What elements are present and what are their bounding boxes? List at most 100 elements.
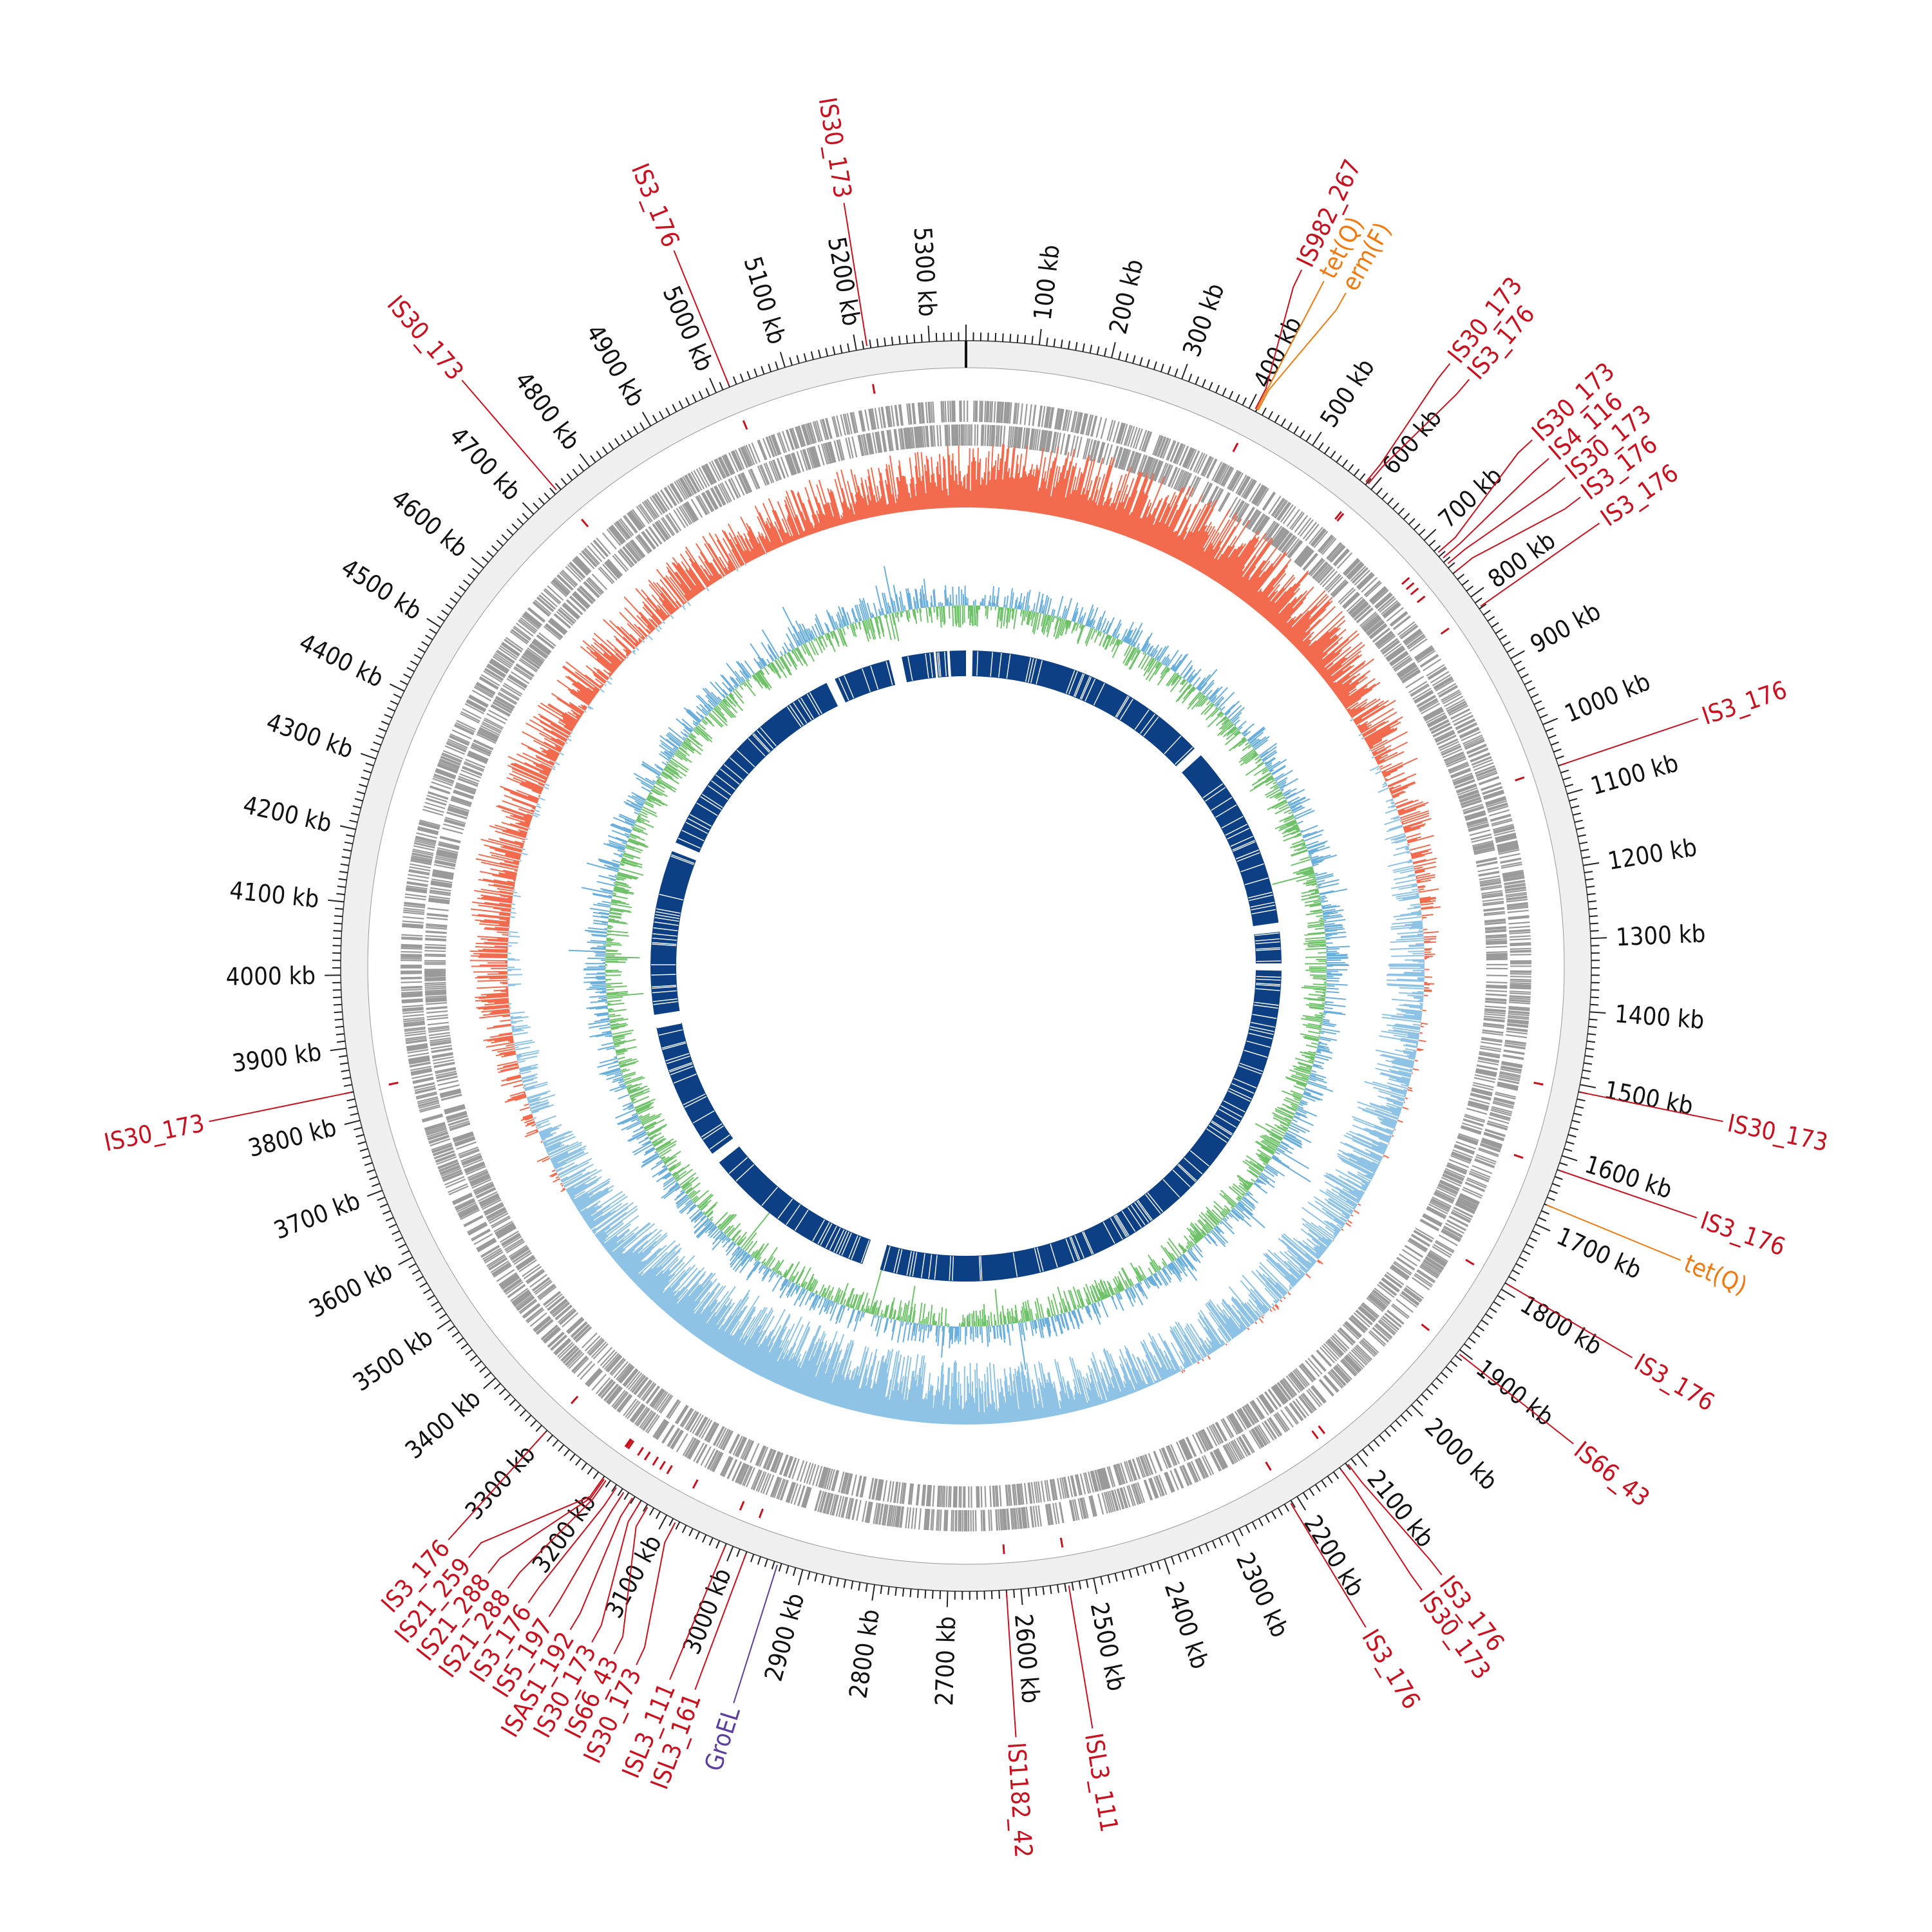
feature-leader-line	[1367, 379, 1470, 484]
feature-leader-line	[1559, 1170, 1697, 1218]
kb-tick-label: 3800 kb	[245, 1113, 339, 1162]
kb-tick-label: 1800 kb	[1515, 1290, 1607, 1361]
feature-label: IS30_173	[382, 290, 469, 385]
kb-tick-label: 2000 kb	[1419, 1412, 1503, 1495]
feature-leader-line	[1580, 1092, 1723, 1122]
cds-strand-plus	[400, 400, 1532, 1532]
feature-leader-line	[1340, 1469, 1423, 1591]
kb-tick-label: 3700 kb	[270, 1186, 364, 1245]
kb-tick-label: 2400 kb	[1159, 1578, 1215, 1672]
feature-label: IS1182_42	[1002, 1741, 1037, 1859]
feature-leader-line	[209, 1092, 352, 1122]
kb-tick-label: 1700 kb	[1553, 1222, 1646, 1285]
kb-tick-label: 5100 kb	[738, 253, 791, 347]
feature-leader-line	[1506, 1283, 1633, 1358]
feature-leader-line	[569, 1497, 633, 1631]
feature-label: IS30_173	[102, 1109, 207, 1157]
kb-tick-label: 4100 kb	[228, 876, 320, 913]
kb-tick-label: 3400 kb	[400, 1384, 486, 1464]
kb-tick-label: 5300 kb	[908, 226, 942, 317]
kb-tick-label: 2800 kb	[844, 1607, 885, 1700]
feature-leader-line	[1454, 497, 1581, 573]
blast-hit-ring-fill	[650, 650, 1282, 1282]
is-element-marks	[388, 384, 1544, 1555]
feature-label: GroEL	[699, 1703, 745, 1774]
feature-leader-line	[1068, 1585, 1094, 1728]
is-mark-ticks	[388, 384, 1544, 1555]
gc-skew-negative	[507, 553, 1425, 1425]
kb-tick-label: 2200 kb	[1298, 1510, 1370, 1602]
blast-gap	[862, 1238, 888, 1271]
kb-tick-label: 3000 kb	[677, 1564, 737, 1658]
blast-gap	[826, 677, 846, 708]
tick-ring-inner-line	[367, 367, 1565, 1565]
feature-label: IS3_176	[1698, 676, 1790, 730]
kb-tick-label: 200 kb	[1104, 256, 1149, 337]
cds-strand-minus	[424, 424, 1508, 1508]
kb-tick-label: 1000 kb	[1560, 667, 1654, 728]
kb-tick-label: 4500 kb	[336, 553, 427, 625]
blast-gap	[1251, 922, 1282, 935]
feature-leader-line	[548, 1492, 625, 1617]
feature-leader-line	[591, 1502, 641, 1643]
kb-tick-label: 4400 kb	[295, 628, 388, 693]
kb-tick-label: 4800 kb	[509, 366, 586, 455]
feature-label: ISL3_111	[1079, 1731, 1124, 1834]
feature-leader-line	[488, 1479, 605, 1574]
feature-label: IS3_176	[1356, 1624, 1426, 1714]
kb-tick-label: 4900 kb	[580, 319, 650, 412]
kb-tick-label: 4300 kb	[263, 708, 357, 764]
kb-tick-label: 4000 kb	[225, 961, 316, 991]
blast-hit-ring	[650, 649, 1283, 1282]
kb-tick-label: 4700 kb	[444, 421, 527, 506]
kb-tick-label: 1300 kb	[1615, 919, 1706, 951]
feature-label: IS3_176	[1629, 1348, 1719, 1417]
feature-leader-line	[1459, 1354, 1574, 1444]
feature-leader-line	[461, 379, 557, 491]
blast-gap	[711, 1137, 741, 1164]
gc-skew-track	[469, 444, 1441, 1425]
feature-label: IS66_43	[1569, 1436, 1655, 1513]
feature-leader-line	[1443, 458, 1549, 558]
blast-hit-breaks	[650, 651, 1281, 1281]
gc-content-high	[568, 566, 1350, 1370]
feature-leader-line	[636, 1522, 676, 1665]
feature-leader-line	[1365, 363, 1451, 483]
gc-content-low	[605, 605, 1327, 1327]
kb-tick-label: 3500 kb	[348, 1323, 438, 1397]
feature-leader-line	[1347, 1464, 1443, 1576]
gc-skew-positive	[469, 444, 1441, 1374]
kb-tick-label: 4600 kb	[386, 484, 473, 563]
kb-tick-label: 2100 kb	[1361, 1465, 1439, 1553]
feature-leader-line	[733, 1564, 778, 1703]
feature-leader-line	[1256, 280, 1325, 410]
kb-tick-label: 5000 kb	[657, 282, 719, 375]
kb-tick-label: 1600 kb	[1582, 1150, 1676, 1204]
kb-ticks	[325, 325, 1607, 1607]
feature-leader-line	[1005, 1592, 1017, 1738]
feature-leader-line	[468, 1477, 604, 1558]
kb-tick-label: 2700 kb	[930, 1616, 961, 1707]
feature-leader-line	[1546, 1204, 1681, 1261]
tick-marks	[325, 325, 1607, 1607]
feature-leader-line	[669, 1546, 726, 1680]
kb-tick-label: 600 kb	[1376, 404, 1447, 480]
kb-tick-label: 900 kb	[1526, 597, 1605, 659]
feature-leader-line	[1290, 1502, 1367, 1628]
feature-label: IS3_176	[626, 159, 685, 251]
feature-leader-line	[507, 1480, 607, 1589]
feature-label: IS3_176	[1697, 1206, 1789, 1262]
feature-leader-line	[694, 1553, 747, 1690]
kb-tick-label: 2900 kb	[759, 1590, 810, 1684]
feature-leader-line	[448, 1432, 546, 1540]
feature-leader-line	[1480, 522, 1600, 607]
feature-leader-line	[1437, 439, 1533, 553]
kb-tick-label: 5200 kb	[822, 235, 866, 328]
feature-label: IS30_173	[813, 95, 857, 200]
feature-leader-line	[1255, 269, 1303, 410]
feature-leader-line	[1257, 292, 1347, 411]
feature-label: tet(Q)	[1680, 1249, 1752, 1300]
kb-tick-label: 3900 kb	[231, 1037, 323, 1077]
gc-content-track	[568, 566, 1350, 1370]
